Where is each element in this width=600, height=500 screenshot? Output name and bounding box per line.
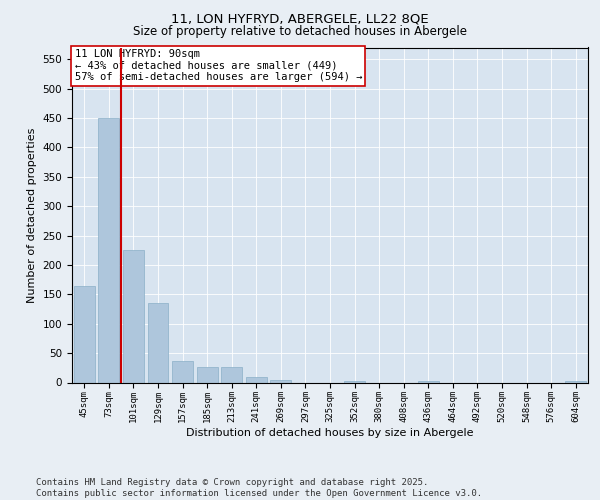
Y-axis label: Number of detached properties: Number of detached properties [27, 128, 37, 302]
Bar [98, 118, 119, 382]
Text: 11 LON HYFRYD: 90sqm
← 43% of detached houses are smaller (449)
57% of semi-deta: 11 LON HYFRYD: 90sqm ← 43% of detached h… [74, 49, 362, 82]
Bar [148, 303, 169, 382]
Bar [221, 366, 242, 382]
Bar [246, 377, 267, 382]
Text: Size of property relative to detached houses in Abergele: Size of property relative to detached ho… [133, 25, 467, 38]
Bar [197, 366, 218, 382]
Bar [565, 380, 586, 382]
Bar [74, 286, 95, 382]
Bar [344, 380, 365, 382]
Bar [172, 361, 193, 382]
X-axis label: Distribution of detached houses by size in Abergele: Distribution of detached houses by size … [186, 428, 474, 438]
Text: Contains HM Land Registry data © Crown copyright and database right 2025.
Contai: Contains HM Land Registry data © Crown c… [36, 478, 482, 498]
Bar [418, 380, 439, 382]
Text: 11, LON HYFRYD, ABERGELE, LL22 8QE: 11, LON HYFRYD, ABERGELE, LL22 8QE [171, 12, 429, 26]
Bar [271, 380, 292, 382]
Bar [123, 250, 144, 382]
